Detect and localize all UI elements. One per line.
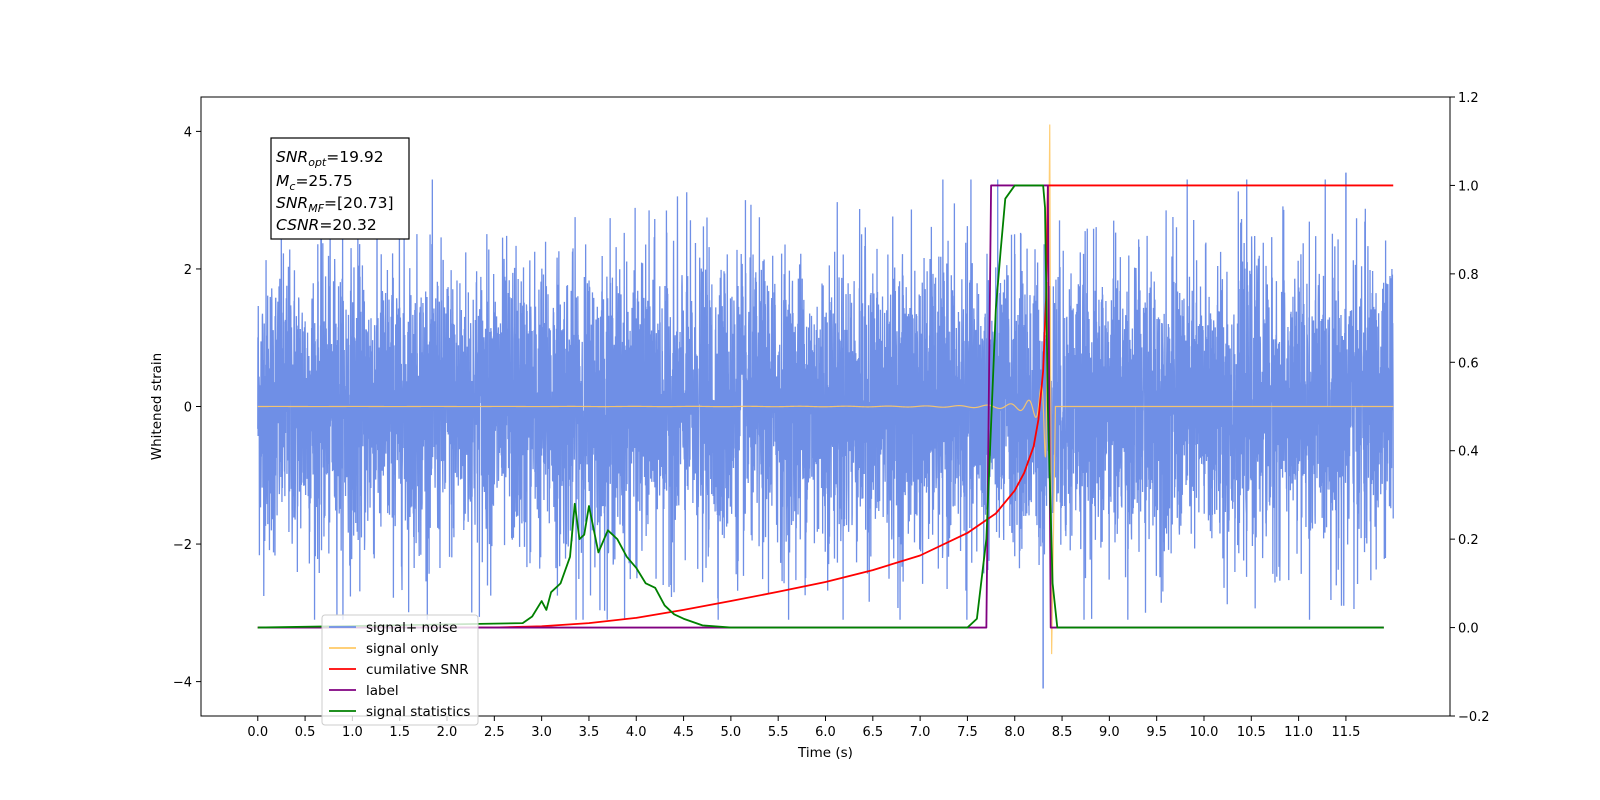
- stat-mc: Mc=25.75: [276, 172, 353, 193]
- x-tick-label: 11.0: [1284, 725, 1313, 740]
- y-right-tick-label: 1.0: [1458, 179, 1479, 194]
- legend-label: cumilative SNR: [366, 662, 469, 678]
- x-tick-label: 4.0: [626, 725, 647, 740]
- x-tick-label: 2.0: [437, 725, 458, 740]
- x-tick-label: 10.0: [1190, 725, 1219, 740]
- x-tick-label: 7.0: [910, 725, 931, 740]
- series-signal-statistics: [257, 184, 1384, 629]
- x-tick-label: 6.0: [815, 725, 836, 740]
- x-tick-label: 5.0: [721, 725, 742, 740]
- x-tick-label: 1.5: [389, 725, 410, 740]
- stats-annotation: SNRopt=19.92 Mc=25.75SNRMF=[20.73]CSNR=20…: [270, 137, 410, 240]
- y-right-tick-label: 0.6: [1458, 356, 1479, 371]
- plot-area: [257, 124, 1394, 689]
- legend-label: signal only: [366, 641, 439, 657]
- y-right-tick-label: 1.2: [1458, 91, 1479, 106]
- x-tick-label: 3.0: [531, 725, 552, 740]
- axes: 0.0 0.5 1.0 1.5 2.0 2.5 3.0 3.5 4.0 4.5 5.0 5.5 6.0 6…: [149, 91, 1490, 761]
- y-left-axis-label: Whitened strain: [149, 353, 165, 460]
- x-tick-label: 9.5: [1146, 725, 1167, 740]
- x-tick-label: 11.5: [1331, 725, 1360, 740]
- series-group: [257, 124, 1394, 689]
- stat-snr-opt: SNRopt=19.92: [276, 148, 384, 169]
- legend-label: label: [366, 683, 399, 699]
- y-left-tick-label: 2: [184, 263, 192, 278]
- stat-snr-mf: SNRMF=[20.73]: [276, 194, 394, 215]
- y-right-tick-label: 0.2: [1458, 533, 1479, 548]
- x-tick-label: 9.0: [1099, 725, 1120, 740]
- y-left-tick-label: −2: [173, 538, 192, 553]
- x-tick-label: 7.5: [957, 725, 978, 740]
- x-tick-label: 0.0: [247, 725, 268, 740]
- x-tick-label: 6.5: [862, 725, 883, 740]
- series-cumilative-snr: [257, 184, 1394, 629]
- x-tick-label: 1.0: [342, 725, 363, 740]
- series-signal-noise: [257, 179, 1394, 620]
- series-signal-only: [257, 124, 1394, 655]
- x-tick-label: 10.5: [1237, 725, 1266, 740]
- x-tick-label: 8.0: [1004, 725, 1025, 740]
- x-tick-label: 0.5: [295, 725, 316, 740]
- x-axis-label: Time (s): [797, 745, 853, 761]
- y-right-tick-label: −0.2: [1458, 710, 1490, 725]
- y-left-tick-label: 4: [184, 125, 192, 140]
- x-tick-label: 5.5: [768, 725, 789, 740]
- y-left-tick-label: −4: [173, 676, 192, 691]
- legend-box: [321, 614, 479, 726]
- legend-label: signal+ noise: [366, 620, 457, 636]
- legend-label: signal statistics: [366, 704, 470, 720]
- y-left-tick-label: 0: [184, 401, 192, 416]
- y-right-tick-label: 0.0: [1458, 622, 1479, 637]
- x-tick-label: 3.5: [579, 725, 600, 740]
- y-right-tick-label: 0.4: [1458, 445, 1479, 460]
- x-tick-label: 4.5: [673, 725, 694, 740]
- x-tick-label: 8.5: [1052, 725, 1073, 740]
- stat-csnr: CSNR=20.32: [276, 216, 377, 234]
- legend: signal+ noise signal only cumilative SNR la…: [321, 614, 479, 726]
- x-tick-label: 2.5: [484, 725, 505, 740]
- y-right-tick-label: 0.8: [1458, 268, 1479, 283]
- stats-box: [270, 137, 410, 240]
